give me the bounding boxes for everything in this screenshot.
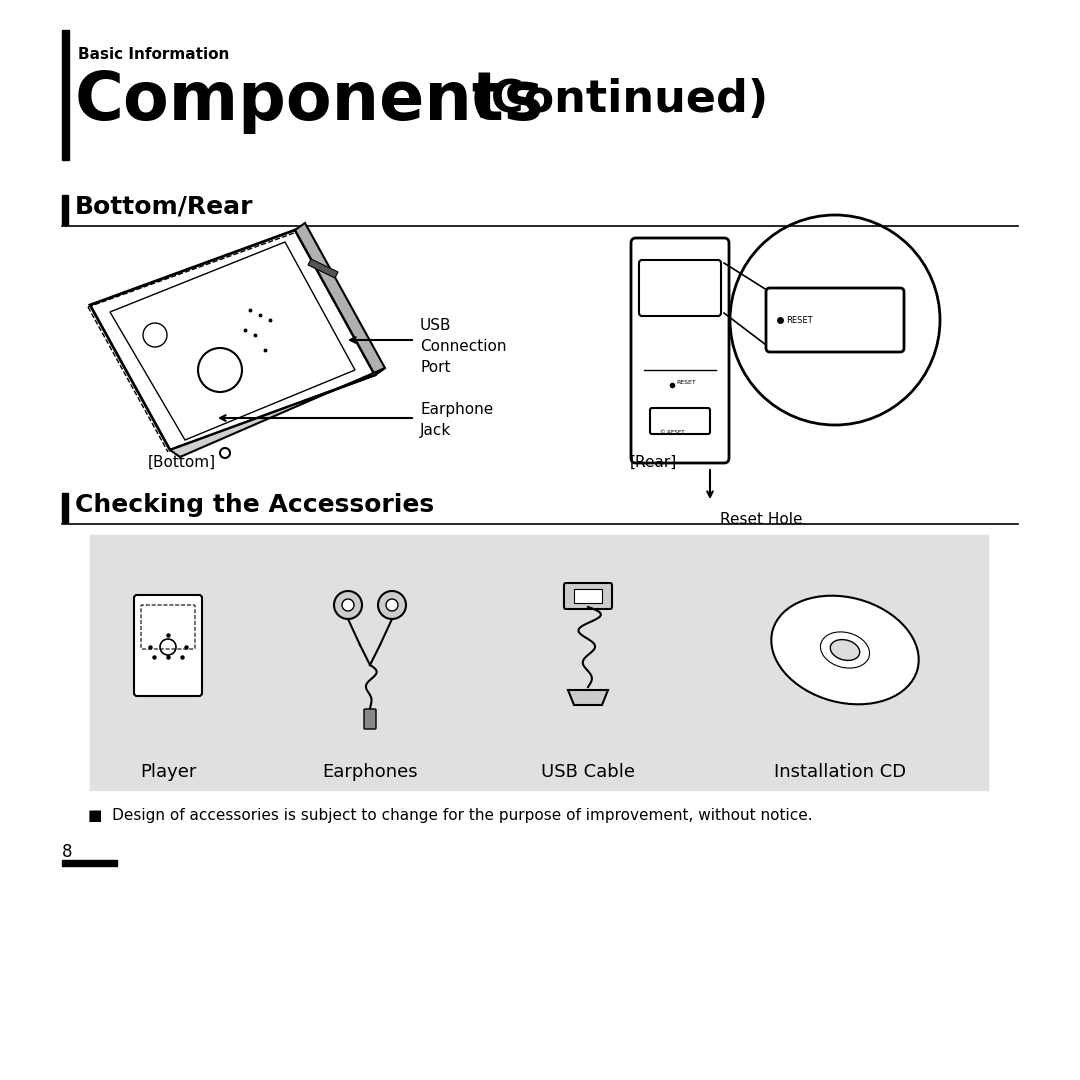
Text: 8: 8	[62, 843, 72, 861]
Text: [Rear]: [Rear]	[630, 455, 677, 470]
Text: USB
Connection
Port: USB Connection Port	[420, 318, 507, 375]
Polygon shape	[295, 222, 384, 375]
Text: RESET: RESET	[676, 380, 696, 384]
Polygon shape	[110, 242, 355, 440]
Text: © RESET: © RESET	[660, 430, 685, 435]
Text: Bottom/Rear: Bottom/Rear	[75, 195, 254, 219]
Text: Player: Player	[139, 762, 197, 781]
Bar	[62, 30, 69, 160]
Text: Checking the Accessories: Checking the Accessories	[75, 492, 434, 517]
Text: Components: Components	[75, 68, 544, 134]
Circle shape	[386, 599, 399, 611]
Text: Reset Hole: Reset Hole	[720, 512, 802, 527]
Text: RESET: RESET	[786, 316, 812, 325]
Text: USB Cable: USB Cable	[541, 762, 635, 781]
Polygon shape	[90, 230, 375, 450]
Ellipse shape	[831, 639, 860, 660]
FancyBboxPatch shape	[766, 288, 904, 352]
FancyBboxPatch shape	[631, 238, 729, 463]
Circle shape	[378, 591, 406, 619]
Bar	[62, 492, 68, 523]
Bar	[90, 535, 988, 789]
FancyBboxPatch shape	[573, 589, 602, 603]
Circle shape	[342, 599, 354, 611]
Circle shape	[334, 591, 362, 619]
Text: Earphones: Earphones	[322, 762, 418, 781]
Polygon shape	[568, 690, 608, 705]
Polygon shape	[308, 259, 338, 278]
Text: Installation CD: Installation CD	[774, 762, 906, 781]
Text: [Bottom]: [Bottom]	[148, 455, 216, 470]
FancyBboxPatch shape	[650, 408, 710, 434]
Text: Earphone
Jack: Earphone Jack	[420, 402, 494, 438]
FancyBboxPatch shape	[639, 260, 721, 316]
Text: Basic Information: Basic Information	[78, 48, 229, 62]
Bar	[62, 860, 117, 866]
Text: (Continued): (Continued)	[455, 78, 768, 121]
Polygon shape	[170, 368, 384, 457]
FancyBboxPatch shape	[364, 708, 376, 729]
Ellipse shape	[771, 596, 919, 704]
Bar	[62, 195, 68, 225]
FancyBboxPatch shape	[564, 583, 612, 609]
Text: ■  Design of accessories is subject to change for the purpose of improvement, wi: ■ Design of accessories is subject to ch…	[87, 808, 812, 823]
FancyBboxPatch shape	[134, 595, 202, 696]
